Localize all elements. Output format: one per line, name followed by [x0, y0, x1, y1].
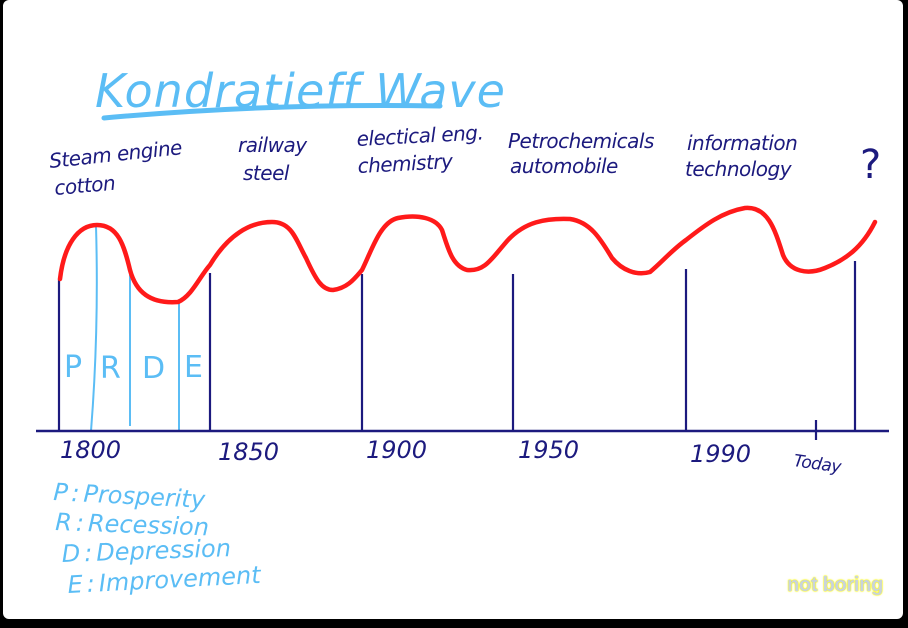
era-label-unknown: ?: [860, 142, 881, 188]
not-boring-watermark: not boring: [787, 574, 883, 596]
phase-dividers: [90, 225, 180, 432]
year-label-1900: 1900: [366, 436, 427, 464]
year-label-1850: 1850: [218, 438, 279, 466]
diagram-title: Kondratieff Wave: [95, 64, 506, 118]
period-dividers: [57, 261, 857, 440]
title-underline: [101, 103, 443, 121]
phase-letter-d: D: [142, 351, 165, 386]
year-labels: 1800 1850 1900 1950 1990 Today: [60, 436, 844, 478]
phase-letter-r: R: [100, 351, 121, 386]
era-label-4-line1: Petrochemicals: [508, 129, 654, 153]
phase-letter-e: E: [184, 350, 203, 385]
era-label-2-line2: steel: [243, 161, 290, 185]
era-label-3-line1: electical eng.: [356, 120, 484, 151]
era-label-5-line1: information: [687, 131, 797, 155]
year-label-1990: 1990: [690, 440, 751, 468]
era-label-2-line1: railway: [238, 133, 308, 157]
diagram-canvas: Kondratieff Wave Steam engine cotton rai…: [3, 0, 903, 619]
phase-divider-p-r: [90, 225, 98, 432]
legend-item-prosperity: P: Prosperity: [53, 478, 207, 514]
era-label-4-line2: automobile: [510, 154, 618, 178]
era-label-3-line2: chemistry: [357, 149, 455, 178]
era-label-1-line2: cotton: [53, 171, 116, 200]
year-label-1950: 1950: [518, 436, 579, 464]
era-label-5-line2: technology: [685, 157, 793, 181]
year-label-1800: 1800: [60, 436, 121, 464]
era-label-1-line1: Steam engine: [48, 135, 183, 173]
kondratieff-wave-curve: [57, 205, 878, 305]
phase-legend: P: Prosperity R: Recession D: Depression E:…: [53, 478, 263, 599]
era-labels: Steam engine cotton railway steel electi…: [48, 120, 881, 200]
kondratieff-diagram: Kondratieff Wave Steam engine cotton rai…: [36, 64, 889, 599]
today-label: Today: [792, 451, 843, 478]
phase-letter-p: P: [64, 350, 82, 385]
legend-item-depression: D: Depression: [61, 534, 231, 568]
legend-item-recession: R: Recession: [55, 508, 210, 541]
phase-letters: P R D E: [64, 350, 203, 386]
